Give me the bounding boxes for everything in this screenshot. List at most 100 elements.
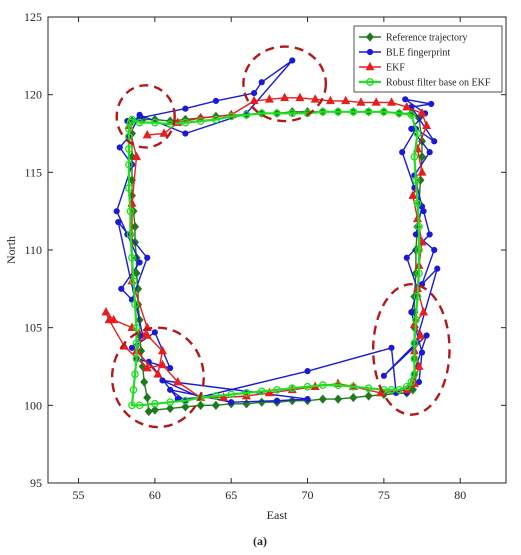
data-point xyxy=(395,109,403,118)
legend-swatch-marker xyxy=(366,78,374,86)
data-point xyxy=(402,101,412,111)
data-point xyxy=(402,96,409,103)
data-point xyxy=(150,405,159,415)
data-point xyxy=(101,306,111,316)
highlight-ellipse xyxy=(110,326,205,429)
y-tick-label: 100 xyxy=(24,398,42,412)
data-point xyxy=(167,386,174,393)
data-point xyxy=(125,184,133,192)
x-tick-label: 80 xyxy=(454,488,466,502)
data-point xyxy=(310,94,320,103)
x-tick-label: 75 xyxy=(378,488,390,502)
data-point xyxy=(125,160,133,169)
data-point xyxy=(128,401,136,410)
data-point xyxy=(380,372,387,379)
y-tick-label: 115 xyxy=(24,165,42,179)
data-point xyxy=(166,398,174,407)
data-point xyxy=(431,246,438,254)
data-point xyxy=(132,323,141,332)
data-point xyxy=(410,354,419,363)
legend-item: Reference trajectory xyxy=(359,32,467,44)
data-point xyxy=(257,109,266,118)
y-tick-label: 120 xyxy=(24,88,42,102)
data-point xyxy=(227,390,236,399)
data-point xyxy=(387,97,396,106)
data-point xyxy=(413,199,422,208)
data-point xyxy=(356,97,366,106)
data-point xyxy=(416,330,426,339)
data-point xyxy=(349,392,358,403)
data-point xyxy=(136,111,143,118)
data-point xyxy=(249,95,259,105)
series-3 xyxy=(125,107,423,410)
data-point xyxy=(412,231,420,238)
data-point xyxy=(242,389,251,397)
data-point xyxy=(304,368,311,375)
data-point xyxy=(136,259,143,266)
data-point xyxy=(410,152,419,161)
data-point xyxy=(128,344,136,351)
data-point xyxy=(318,394,327,404)
data-point xyxy=(181,396,190,405)
data-point xyxy=(334,381,342,389)
data-point xyxy=(153,369,163,378)
data-point xyxy=(407,111,416,119)
data-point xyxy=(257,387,266,396)
data-point xyxy=(109,314,119,324)
data-point xyxy=(151,399,159,408)
data-point xyxy=(242,111,251,119)
data-point xyxy=(135,401,144,410)
data-point xyxy=(418,349,426,356)
data-point xyxy=(364,107,373,116)
data-point xyxy=(412,316,420,324)
data-point xyxy=(135,118,144,127)
data-point xyxy=(159,128,169,137)
data-point xyxy=(318,107,327,116)
data-point xyxy=(289,57,296,64)
data-point xyxy=(334,394,343,404)
data-point xyxy=(144,406,153,417)
data-point xyxy=(131,370,139,379)
data-point xyxy=(364,384,373,393)
data-point xyxy=(415,246,423,254)
data-point xyxy=(144,254,151,261)
data-point xyxy=(415,222,423,231)
data-point xyxy=(380,107,388,116)
data-point xyxy=(422,120,432,130)
legend-label: BLE fingerprint xyxy=(386,48,450,59)
data-point xyxy=(349,107,358,116)
data-point xyxy=(132,268,141,278)
data-point xyxy=(408,309,415,316)
data-point xyxy=(413,129,422,138)
legend-swatch-marker xyxy=(365,61,375,71)
legend-label: EKF xyxy=(386,63,405,74)
data-point xyxy=(399,149,406,156)
data-point xyxy=(417,108,427,117)
data-point xyxy=(143,392,152,403)
data-point xyxy=(408,385,417,395)
data-point xyxy=(388,344,395,351)
data-point xyxy=(341,95,351,105)
data-point xyxy=(264,387,274,397)
data-point xyxy=(273,385,281,394)
data-point xyxy=(371,97,381,106)
highlight-ellipse xyxy=(371,282,451,416)
data-point xyxy=(126,230,135,239)
data-point xyxy=(410,370,419,379)
data-point xyxy=(167,364,174,372)
data-point xyxy=(228,399,235,406)
data-point xyxy=(334,107,342,116)
data-point xyxy=(426,231,433,238)
figure-caption: (a) xyxy=(253,534,267,548)
y-tick-label: 95 xyxy=(30,476,42,490)
data-point xyxy=(280,92,290,102)
data-point xyxy=(132,354,141,363)
data-point xyxy=(426,149,433,156)
data-point xyxy=(126,207,135,216)
y-tick-label: 105 xyxy=(24,321,42,335)
data-point xyxy=(158,359,167,369)
y-tick-label: 110 xyxy=(24,243,42,257)
data-point xyxy=(158,345,167,355)
